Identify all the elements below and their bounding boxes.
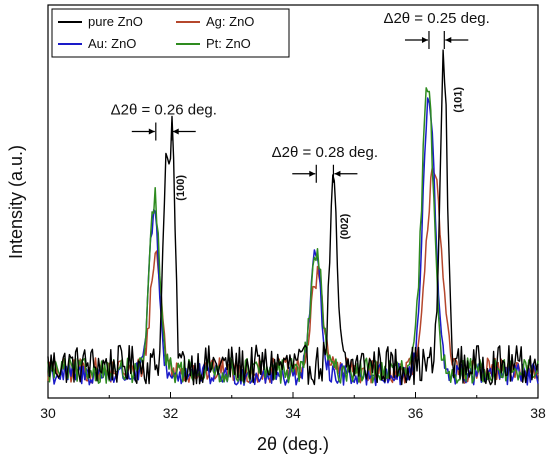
arrow-right-head	[445, 37, 452, 43]
legend-label-0: pure ZnO	[88, 14, 143, 29]
x-tick-label: 30	[40, 405, 56, 421]
miller-index-label: (002)	[339, 213, 351, 239]
x-axis-title: 2θ (deg.)	[257, 434, 329, 454]
arrow-left-head	[421, 37, 428, 43]
miller-index-label: (101)	[452, 87, 464, 113]
legend-box	[51, 8, 290, 58]
annotations-layer: Δ2θ = 0.26 deg. (100) Δ2θ = 0.28 deg. (002)…	[111, 10, 490, 239]
delta-label: Δ2θ = 0.26 deg.	[111, 102, 217, 119]
arrow-left-head	[148, 128, 155, 135]
arrow-right-head	[172, 128, 179, 135]
delta-annotation-0: Δ2θ = 0.26 deg. (100)	[111, 102, 217, 201]
delta-label: Δ2θ = 0.25 deg.	[383, 10, 489, 27]
legend-label-3: Pt: ZnO	[206, 36, 251, 51]
arrow-left-head	[309, 170, 316, 177]
y-axis-title: Intensity (a.u.)	[6, 145, 26, 259]
legend: pure ZnO Ag: ZnO Au: ZnO Pt: ZnO	[51, 8, 290, 58]
legend-label-1: Ag: ZnO	[206, 14, 254, 29]
series-layer	[47, 49, 539, 387]
x-tick-label: 36	[408, 405, 424, 421]
x-tick-label: 32	[163, 405, 179, 421]
miller-index-label: (100)	[175, 175, 187, 201]
legend-label-2: Au: ZnO	[88, 36, 136, 51]
delta-annotation-1: Δ2θ = 0.28 deg. (002)	[272, 144, 378, 240]
plot-frame	[47, 4, 539, 399]
delta-label: Δ2θ = 0.28 deg.	[272, 144, 378, 161]
x-axis-ticks: 30 32 34 36 38	[40, 392, 546, 421]
series-line-2	[47, 97, 539, 387]
x-tick-label: 34	[285, 405, 301, 421]
series-line-3	[47, 87, 539, 384]
series-line-0	[47, 49, 539, 386]
delta-annotation-2: Δ2θ = 0.25 deg. (101)	[383, 10, 489, 113]
arrow-right-head	[334, 170, 341, 177]
x-tick-label: 38	[530, 405, 546, 421]
